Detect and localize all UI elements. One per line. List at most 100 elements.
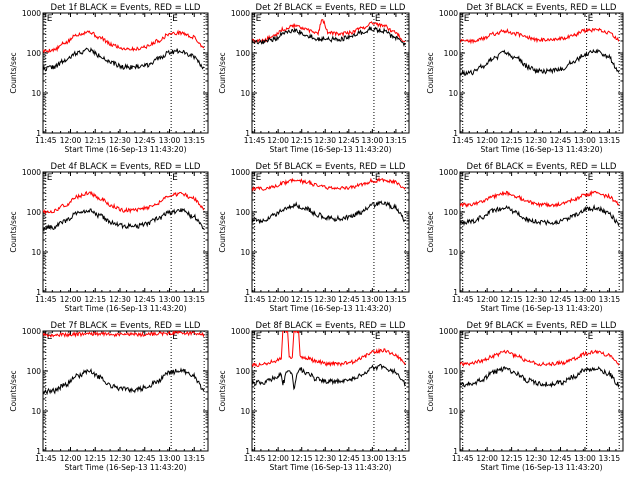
event-marker-label: E xyxy=(588,14,594,24)
y-axis-label: Counts/sec xyxy=(9,370,18,411)
panel-title: Det 9f BLACK = Events, RED = LLD xyxy=(467,321,617,331)
x-tick-label: 13:00 xyxy=(574,454,596,463)
y-tick-label: 100 xyxy=(27,367,42,376)
detector-panel-9: Det 9f BLACK = Events, RED = LLD 1 10 100 10… xyxy=(426,321,624,472)
y-tick-label: 10 xyxy=(448,89,458,98)
x-tick-label: 11:45 xyxy=(452,295,474,304)
lld-series-line xyxy=(252,19,406,44)
x-tick-label: 13:15 xyxy=(385,454,407,463)
x-axis-label: Start Time (16-Sep-13 11:43:20) xyxy=(65,304,187,313)
detector-panel-7: Det 7f BLACK = Events, RED = LLD 1 10 100 10… xyxy=(9,321,209,472)
y-axis-label: Counts/sec xyxy=(426,52,435,93)
x-axis-label: Start Time (16-Sep-13 11:43:20) xyxy=(481,145,603,154)
y-tick-label: 10 xyxy=(240,89,250,98)
y-tick-label: 10 xyxy=(448,407,458,416)
panel-title: Det 1f BLACK = Events, RED = LLD xyxy=(51,3,201,13)
y-axis-label: Counts/sec xyxy=(9,52,18,93)
y-tick-label: 1000 xyxy=(22,9,41,18)
plot-frame xyxy=(459,330,624,452)
lld-series-line xyxy=(460,27,620,45)
x-tick-label: 13:00 xyxy=(362,136,384,145)
event-marker-label: E xyxy=(172,14,178,24)
x-tick-label: 12:00 xyxy=(476,454,498,463)
x-tick-label: 11:45 xyxy=(244,295,266,304)
y-axis-label: Counts/sec xyxy=(218,52,227,93)
y-tick-label: 1 xyxy=(245,288,250,297)
plot-frame xyxy=(459,171,624,293)
x-tick-label: 13:15 xyxy=(385,295,407,304)
event-marker-label: E xyxy=(464,332,470,342)
x-tick-label: 12:45 xyxy=(338,136,360,145)
event-marker-label: E xyxy=(588,332,594,342)
x-tick-label: 13:00 xyxy=(362,454,384,463)
event-marker-label: E xyxy=(375,14,381,24)
y-tick-label: 100 xyxy=(27,208,42,217)
y-tick-label: 10 xyxy=(31,407,41,416)
event-marker-label: E xyxy=(256,14,262,24)
x-tick-label: 13:15 xyxy=(183,136,205,145)
x-tick-label: 12:45 xyxy=(338,454,360,463)
events-series-line xyxy=(460,48,620,77)
x-tick-label: 13:15 xyxy=(599,295,621,304)
panel-title: Det 3f BLACK = Events, RED = LLD xyxy=(467,3,617,13)
y-tick-label: 10 xyxy=(240,248,250,257)
x-tick-label: 12:00 xyxy=(476,295,498,304)
panel-title: Det 6f BLACK = Events, RED = LLD xyxy=(467,162,617,172)
y-tick-label: 1000 xyxy=(439,327,458,336)
y-axis-label: Counts/sec xyxy=(218,370,227,411)
y-tick-label: 1000 xyxy=(22,327,41,336)
x-tick-label: 12:45 xyxy=(134,295,156,304)
x-tick-label: 12:15 xyxy=(84,136,106,145)
events-series-line xyxy=(43,367,205,396)
events-series-line xyxy=(252,363,406,391)
x-tick-label: 13:00 xyxy=(159,295,181,304)
lld-series-line xyxy=(43,29,205,54)
y-tick-label: 1000 xyxy=(439,9,458,18)
x-tick-label: 12:00 xyxy=(267,454,289,463)
events-series-line xyxy=(460,365,620,388)
x-axis-label: Start Time (16-Sep-13 11:43:20) xyxy=(481,463,603,472)
y-tick-label: 1 xyxy=(36,447,41,456)
lld-series-line xyxy=(252,331,406,368)
x-tick-label: 12:30 xyxy=(525,454,547,463)
x-tick-label: 12:30 xyxy=(109,295,131,304)
y-tick-label: 100 xyxy=(27,49,42,58)
plot-frame xyxy=(251,171,410,293)
detector-panel-6: Det 6f BLACK = Events, RED = LLD 1 10 100 10… xyxy=(426,162,624,313)
x-tick-label: 12:45 xyxy=(550,136,572,145)
detector-panel-5: Det 5f BLACK = Events, RED = LLD 1 10 100 10… xyxy=(218,162,410,313)
x-axis-label: Start Time (16-Sep-13 11:43:20) xyxy=(65,145,187,154)
x-tick-label: 11:45 xyxy=(35,454,57,463)
x-tick-label: 12:30 xyxy=(109,136,131,145)
y-tick-label: 1000 xyxy=(231,9,250,18)
x-tick-label: 13:00 xyxy=(159,454,181,463)
y-tick-label: 100 xyxy=(444,367,459,376)
x-tick-label: 11:45 xyxy=(452,454,474,463)
x-tick-label: 11:45 xyxy=(35,136,57,145)
event-marker-label: E xyxy=(375,173,381,183)
x-tick-label: 12:30 xyxy=(525,136,547,145)
x-tick-label: 12:30 xyxy=(314,454,336,463)
plot-frame xyxy=(251,330,410,452)
event-marker-label: E xyxy=(172,332,178,342)
x-tick-label: 12:15 xyxy=(501,136,523,145)
y-tick-label: 100 xyxy=(236,208,251,217)
y-axis-label: Counts/sec xyxy=(426,370,435,411)
y-tick-label: 10 xyxy=(31,89,41,98)
y-tick-label: 1000 xyxy=(439,168,458,177)
x-tick-label: 12:30 xyxy=(314,295,336,304)
x-tick-label: 12:30 xyxy=(109,454,131,463)
x-tick-label: 12:15 xyxy=(501,295,523,304)
event-marker-label: E xyxy=(375,332,381,342)
events-series-line xyxy=(252,25,406,47)
x-axis-label: Start Time (16-Sep-13 11:43:20) xyxy=(270,145,392,154)
event-marker-label: E xyxy=(172,173,178,183)
plot-frame xyxy=(42,171,209,293)
y-tick-label: 1 xyxy=(453,447,458,456)
y-tick-label: 1 xyxy=(36,129,41,138)
x-axis-label: Start Time (16-Sep-13 11:43:20) xyxy=(270,304,392,313)
lld-series-line xyxy=(460,349,620,367)
x-tick-label: 12:45 xyxy=(134,136,156,145)
x-tick-label: 12:00 xyxy=(267,295,289,304)
x-tick-label: 13:00 xyxy=(574,136,596,145)
